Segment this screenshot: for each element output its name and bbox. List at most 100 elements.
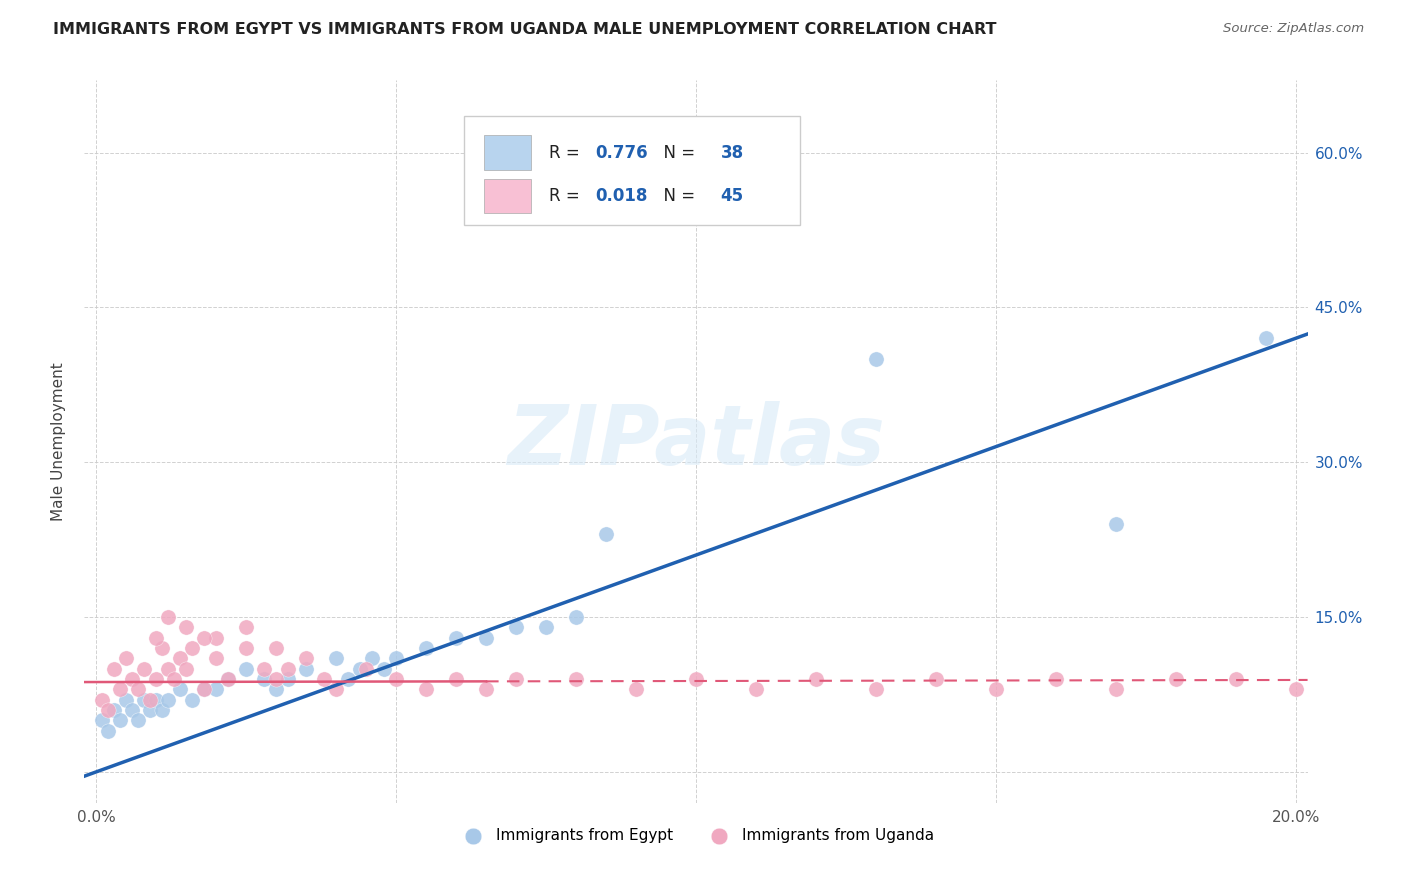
Point: [264, 640, 287, 655]
Point: [253, 662, 276, 676]
FancyBboxPatch shape: [464, 117, 800, 225]
Point: [157, 692, 180, 706]
Point: [121, 672, 143, 686]
Point: [169, 651, 191, 665]
Point: [1284, 682, 1306, 697]
Point: [349, 662, 371, 676]
Point: [181, 692, 204, 706]
Point: [193, 682, 215, 697]
Point: [145, 631, 167, 645]
Point: [354, 662, 377, 676]
Legend: Immigrants from Egypt, Immigrants from Uganda: Immigrants from Egypt, Immigrants from U…: [451, 822, 941, 849]
Point: [804, 672, 827, 686]
Point: [139, 703, 162, 717]
Text: ZIPatlas: ZIPatlas: [508, 401, 884, 482]
Point: [865, 351, 887, 366]
FancyBboxPatch shape: [484, 178, 531, 213]
Point: [115, 692, 138, 706]
Point: [595, 527, 617, 541]
Point: [385, 651, 408, 665]
Point: [444, 672, 467, 686]
Point: [505, 672, 527, 686]
Text: 0.776: 0.776: [596, 144, 648, 161]
Point: [475, 682, 498, 697]
Point: [134, 692, 156, 706]
Point: [565, 672, 588, 686]
Text: 0.018: 0.018: [596, 187, 648, 205]
Point: [145, 672, 167, 686]
Point: [110, 682, 132, 697]
Point: [217, 672, 239, 686]
Point: [115, 651, 138, 665]
Point: [1045, 672, 1067, 686]
Point: [205, 651, 228, 665]
Point: [127, 682, 149, 697]
Text: Source: ZipAtlas.com: Source: ZipAtlas.com: [1223, 22, 1364, 36]
Point: [361, 651, 384, 665]
Point: [295, 662, 318, 676]
Text: IMMIGRANTS FROM EGYPT VS IMMIGRANTS FROM UGANDA MALE UNEMPLOYMENT CORRELATION CH: IMMIGRANTS FROM EGYPT VS IMMIGRANTS FROM…: [53, 22, 997, 37]
Text: R =: R =: [550, 187, 585, 205]
Point: [505, 620, 527, 634]
Point: [150, 703, 173, 717]
Point: [325, 651, 347, 665]
Point: [415, 640, 437, 655]
FancyBboxPatch shape: [484, 136, 531, 169]
Point: [163, 672, 186, 686]
Point: [205, 682, 228, 697]
Point: [415, 682, 437, 697]
Text: 38: 38: [720, 144, 744, 161]
Point: [925, 672, 948, 686]
Point: [103, 703, 125, 717]
Text: R =: R =: [550, 144, 585, 161]
Point: [139, 692, 162, 706]
Point: [121, 703, 143, 717]
Point: [205, 631, 228, 645]
Point: [475, 631, 498, 645]
Point: [565, 610, 588, 624]
Point: [373, 662, 395, 676]
Text: 45: 45: [720, 187, 744, 205]
Point: [1164, 672, 1187, 686]
Point: [150, 640, 173, 655]
Point: [127, 713, 149, 727]
Point: [264, 672, 287, 686]
Point: [385, 672, 408, 686]
Point: [174, 620, 197, 634]
Point: [91, 692, 114, 706]
Point: [235, 620, 257, 634]
Point: [277, 662, 299, 676]
Point: [984, 682, 1007, 697]
Point: [110, 713, 132, 727]
Y-axis label: Male Unemployment: Male Unemployment: [51, 362, 66, 521]
Point: [97, 703, 120, 717]
Point: [314, 672, 336, 686]
Point: [193, 631, 215, 645]
Point: [1105, 517, 1128, 532]
Point: [145, 692, 167, 706]
Point: [217, 672, 239, 686]
Point: [157, 662, 180, 676]
Point: [325, 682, 347, 697]
Point: [264, 682, 287, 697]
Point: [103, 662, 125, 676]
Point: [1254, 331, 1277, 345]
Point: [157, 610, 180, 624]
Point: [134, 662, 156, 676]
Point: [1105, 682, 1128, 697]
Point: [253, 672, 276, 686]
Point: [865, 682, 887, 697]
Point: [235, 662, 257, 676]
Point: [337, 672, 360, 686]
Point: [277, 672, 299, 686]
Point: [1225, 672, 1247, 686]
Point: [193, 682, 215, 697]
Point: [295, 651, 318, 665]
Point: [444, 631, 467, 645]
Text: N =: N =: [654, 187, 700, 205]
Point: [534, 620, 557, 634]
Point: [91, 713, 114, 727]
Text: N =: N =: [654, 144, 700, 161]
Point: [624, 682, 647, 697]
Point: [97, 723, 120, 738]
